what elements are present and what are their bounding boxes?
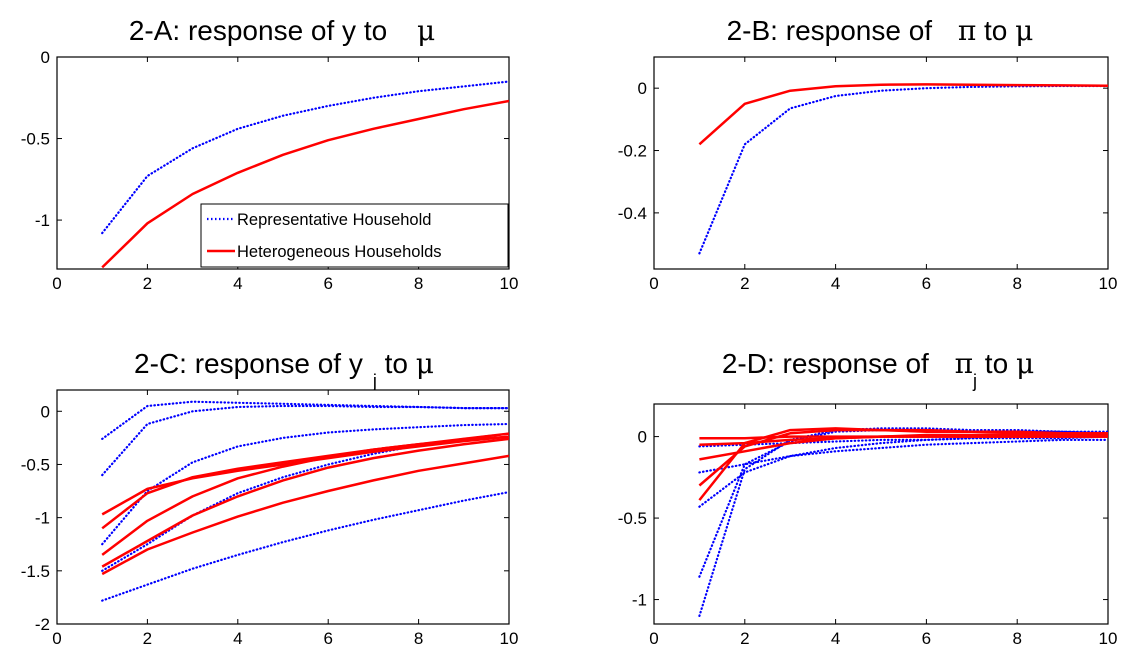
panel-2c-line-heterogeneous-8 [101, 435, 509, 556]
panel-2d-xtick-label: 6 [922, 629, 931, 648]
panel-2d-ytick-label: -0.5 [618, 509, 647, 528]
panel-2d-line-representative-4 [698, 438, 1108, 474]
panel-2b-series-group [698, 83, 1108, 255]
panel-2a-xtick-label: 0 [52, 274, 61, 293]
panel-2c-ytick-label: -1.5 [21, 562, 50, 581]
panel-2d-xtick-label: 0 [649, 629, 658, 648]
panel-2b-ytick-label: -0.2 [618, 142, 647, 161]
legend-label-representative: Representative Household [237, 211, 431, 229]
panel-2c-xtick-label: 8 [414, 629, 423, 648]
panel-2c-title: 2-C: response of yj to μ [134, 347, 434, 391]
panel-2d-ytick-label: -1 [632, 591, 647, 610]
panel-2c-line-heterogeneous-9 [101, 437, 509, 568]
panel-2c-line-representative-5 [101, 491, 509, 602]
panel-2a-xtick-label: 8 [414, 274, 423, 293]
panel-2b-xtick-label: 2 [740, 274, 749, 293]
panel-2a-series-group [101, 80, 509, 269]
panel-2a-xtick-label: 10 [500, 274, 519, 293]
panel-2d-series-group [698, 427, 1108, 618]
panel-2b-xtick-label: 10 [1099, 274, 1118, 293]
panel-2a-line-heterogeneous-2 [101, 99, 509, 269]
panel-2a-xtick-label: 6 [323, 274, 332, 293]
legend: Representative Household Heterogeneous H… [200, 203, 509, 268]
panel-2a-ytick-label: 0 [41, 48, 50, 67]
panel-2b-line-heterogeneous-2 [698, 83, 1108, 146]
panel-2d-line-representative-5 [698, 435, 1108, 448]
panel-2c-ytick-label: -2 [35, 615, 50, 634]
panel-2d-plot: 0 2 4 6 8 10 0 -0.5 -1 [618, 404, 1118, 648]
panel-2c-line-representative-2 [101, 404, 509, 477]
panel-2d-xtick-label: 8 [1012, 629, 1021, 648]
panel-2d-xtick-label: 4 [831, 629, 840, 648]
panel-2c-ytick-label: 0 [41, 402, 50, 421]
panel-2a-ytick-label: -0.5 [21, 130, 50, 149]
panel-2a: 2-A: response of y to μ 0 2 4 6 8 10 0 -0.5 -1 R… [21, 14, 519, 293]
panel-2d-ytick-label: 0 [638, 428, 647, 447]
panel-2a-line-representative-1 [101, 80, 509, 235]
panel-2d-line-heterogeneous-7 [698, 428, 1108, 487]
panel-2c-ytick-label: -1 [35, 509, 50, 528]
panel-2b-xtick-label: 8 [1012, 274, 1021, 293]
panel-2d-title: 2-D: response of πj to μ [722, 347, 1034, 391]
panel-2c-xtick-label: 0 [52, 629, 61, 648]
panel-2c-line-representative-3 [101, 422, 509, 546]
panel-2c-axes-box [56, 389, 510, 625]
panel-2d-xtick-label: 2 [740, 629, 749, 648]
panel-2a-xtick-label: 2 [143, 274, 152, 293]
panel-2c: 2-C: response of yj to μ 0 2 4 6 8 10 0 -0.5 -1 -… [21, 347, 519, 648]
panel-2b-plot: 0 2 4 6 8 10 0 -0.2 -0.4 [618, 57, 1118, 293]
panel-2b-axes-box [653, 56, 1109, 270]
panel-2a-xtick-label: 4 [233, 274, 242, 293]
panel-2a-ytick-label: -1 [35, 211, 50, 230]
panel-2b-ytick-label: -0.4 [618, 204, 647, 223]
panel-2c-xtick-label: 2 [143, 629, 152, 648]
panel-2c-line-heterogeneous-10 [101, 454, 509, 576]
panel-2a-title: 2-A: response of y to μ [129, 14, 435, 47]
panel-2a-plot: 0 2 4 6 8 10 0 -0.5 -1 [21, 48, 519, 293]
panel-2c-series-group [101, 400, 509, 602]
panel-2b: 2-B: response of π to μ 0 2 4 6 8 10 0 -0.2 -0.4 [618, 14, 1118, 293]
panel-2c-xtick-label: 10 [500, 629, 519, 648]
panel-2d-line-heterogeneous-10 [699, 435, 1108, 440]
panel-2c-xtick-label: 6 [323, 629, 332, 648]
panel-2c-xtick-label: 4 [233, 629, 242, 648]
legend-box [200, 203, 509, 268]
panel-2b-title: 2-B: response of π to μ [727, 14, 1034, 47]
panel-2b-ytick-label: 0 [638, 79, 647, 98]
panel-2b-xtick-label: 0 [649, 274, 658, 293]
panel-2c-line-representative-1 [101, 400, 509, 440]
panel-2d: 2-D: response of πj to μ 0 2 4 6 8 10 0 -0.5 -1 [618, 347, 1118, 648]
legend-label-heterogeneous: Heterogeneous Households [237, 243, 442, 261]
panel-2c-plot: 0 2 4 6 8 10 0 -0.5 -1 -1.5 -2 [21, 390, 519, 648]
panel-2d-xtick-label: 10 [1099, 629, 1118, 648]
panel-2b-xtick-label: 6 [922, 274, 931, 293]
panel-2b-line-representative-1 [698, 84, 1108, 255]
panel-2b-xtick-label: 4 [831, 274, 840, 293]
panel-2c-ytick-label: -0.5 [21, 455, 50, 474]
